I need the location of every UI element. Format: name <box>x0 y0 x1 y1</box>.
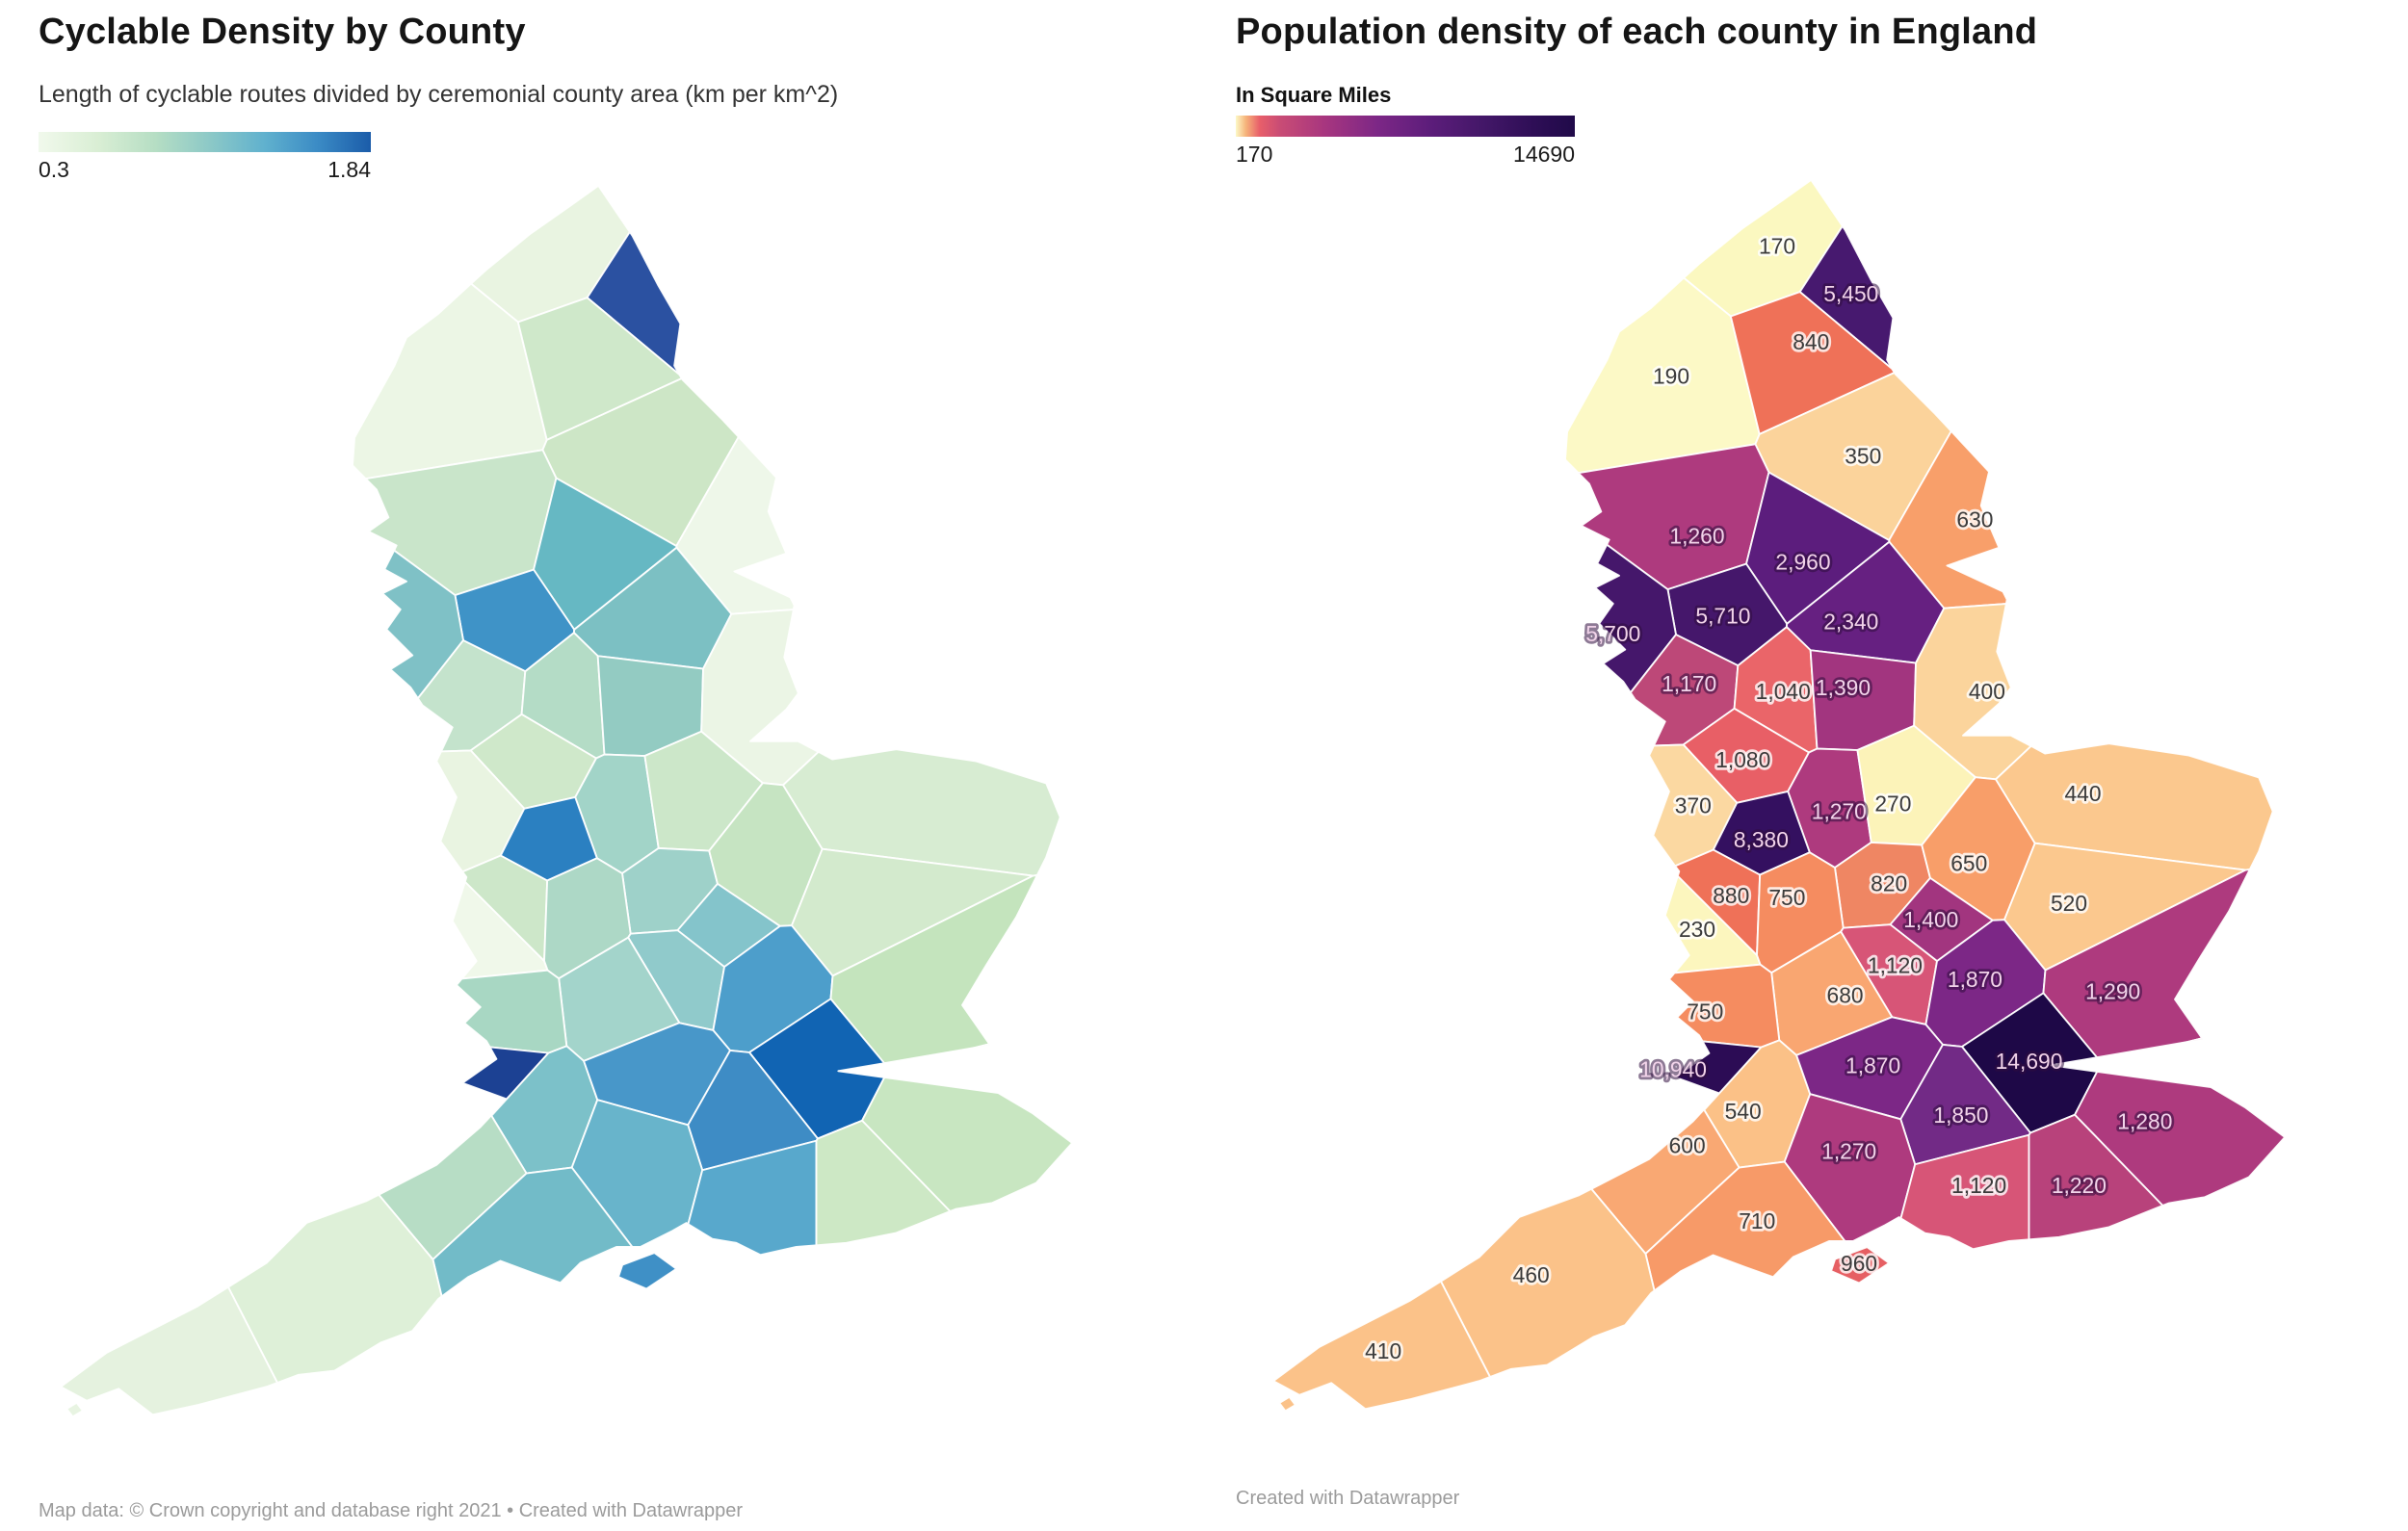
county-value-label: 1,270 <box>1812 799 1867 824</box>
left-map-footer: Map data: © Crown copyright and database… <box>39 1500 744 1521</box>
scilly-isles-region[interactable] <box>1278 1395 1296 1413</box>
county-value-label: 1,120 <box>1868 953 1923 978</box>
county-value-label: 880 <box>1713 883 1749 908</box>
county-value-label: 1,040 <box>1756 679 1811 704</box>
county-value-label: 1,400 <box>1903 907 1958 932</box>
county-region[interactable] <box>687 1139 818 1257</box>
county-region[interactable] <box>1644 1160 1846 1292</box>
county-region[interactable] <box>617 1252 678 1290</box>
county-value-label: 370 <box>1675 793 1712 818</box>
county-region[interactable] <box>815 1119 952 1247</box>
county-value-label: 1,260 <box>1669 523 1724 548</box>
left-legend-min: 0.3 <box>39 157 69 182</box>
county-value-label: 270 <box>1874 791 1911 816</box>
county-region[interactable] <box>1899 1133 2030 1251</box>
county-region[interactable] <box>861 1043 1074 1212</box>
county-value-label: 1,850 <box>1933 1103 1988 1128</box>
county-value-label: 5,450 <box>1823 281 1878 306</box>
county-value-label: 5,710 <box>1695 603 1750 628</box>
right-legend-max: 14690 <box>1513 142 1575 167</box>
county-value-label: 680 <box>1827 983 1864 1008</box>
county-value-label: 960 <box>1841 1251 1877 1276</box>
county-region[interactable] <box>432 1166 634 1298</box>
county-value-label: 1,270 <box>1821 1139 1876 1164</box>
county-region[interactable] <box>1830 1246 1891 1284</box>
county-region[interactable] <box>829 873 1038 1070</box>
left-map-subtitle: Length of cyclable routes divided by cer… <box>39 81 839 108</box>
county-region[interactable] <box>60 1285 278 1416</box>
county-value-label: 440 <box>2065 781 2102 806</box>
county-region[interactable] <box>1272 1280 1491 1411</box>
county-value-label: 710 <box>1739 1208 1775 1233</box>
county-value-label: 540 <box>1725 1099 1762 1124</box>
county-value-label: 460 <box>1513 1262 1550 1287</box>
county-value-label: 1,290 <box>2085 979 2140 1004</box>
county-value-label: 840 <box>1793 329 1829 354</box>
county-value-label: 1,390 <box>1816 675 1871 700</box>
county-value-label: 2,340 <box>1823 610 1878 635</box>
county-value-label: 1,080 <box>1715 747 1770 772</box>
county-region[interactable] <box>1667 963 1781 1049</box>
left-map-title: Cyclable Density by County <box>39 12 526 52</box>
left-legend-ticks: 0.3 1.84 <box>39 157 371 183</box>
county-region[interactable] <box>226 1193 443 1384</box>
county-region[interactable] <box>1798 224 1895 370</box>
right-map-title: Population density of each county in Eng… <box>1236 12 2038 52</box>
county-value-label: 1,220 <box>2052 1173 2107 1198</box>
right-legend-ticks: 170 14690 <box>1236 142 1575 168</box>
county-value-label: 820 <box>1871 870 1907 895</box>
county-value-label: 230 <box>1679 917 1715 942</box>
county-value-label: 1,170 <box>1662 671 1716 696</box>
county-value-label: 750 <box>1768 885 1805 910</box>
left-legend-max: 1.84 <box>327 157 371 182</box>
right-map-footer: Created with Datawrapper <box>1236 1488 1460 1509</box>
county-value-label: 5,700 <box>1585 621 1640 646</box>
county-value-label: 1,280 <box>2117 1108 2172 1133</box>
county-value-label: 10,940 <box>1639 1056 1707 1081</box>
county-value-label: 630 <box>1956 507 1993 532</box>
county-value-label: 350 <box>1845 443 1881 468</box>
county-region[interactable] <box>586 230 682 376</box>
county-value-label: 650 <box>1950 851 1987 876</box>
right-legend-title: In Square Miles <box>1236 83 1392 107</box>
county-region[interactable] <box>2042 868 2251 1064</box>
county-value-label: 400 <box>1969 679 2005 704</box>
cyclable-density-choropleth <box>60 184 1074 1418</box>
county-value-label: 14,690 <box>1996 1049 2063 1074</box>
county-region[interactable] <box>2028 1113 2164 1241</box>
county-region[interactable] <box>2074 1037 2287 1207</box>
population-density-choropleth: 170 5,450 190 840 350 630 1,260 2,960 5,710 5,700… <box>1272 178 2287 1413</box>
county-value-label: 750 <box>1687 999 1723 1024</box>
county-value-label: 8,380 <box>1734 827 1789 852</box>
county-value-label: 190 <box>1653 363 1689 388</box>
county-value-label: 600 <box>1669 1132 1706 1157</box>
county-value-label: 170 <box>1759 233 1795 258</box>
county-value-label: 1,120 <box>1951 1173 2006 1198</box>
right-legend-gradient <box>1236 116 1575 137</box>
right-legend-min: 170 <box>1236 142 1273 167</box>
scilly-isles-region[interactable] <box>65 1401 84 1418</box>
county-value-label: 520 <box>2051 891 2087 916</box>
county-region[interactable] <box>1439 1187 1656 1378</box>
county-value-label: 1,870 <box>1845 1052 1900 1077</box>
county-value-label: 410 <box>1365 1338 1401 1363</box>
left-legend-gradient <box>39 132 371 152</box>
county-value-label: 1,870 <box>1948 967 2002 992</box>
county-value-label: 2,960 <box>1775 549 1830 574</box>
